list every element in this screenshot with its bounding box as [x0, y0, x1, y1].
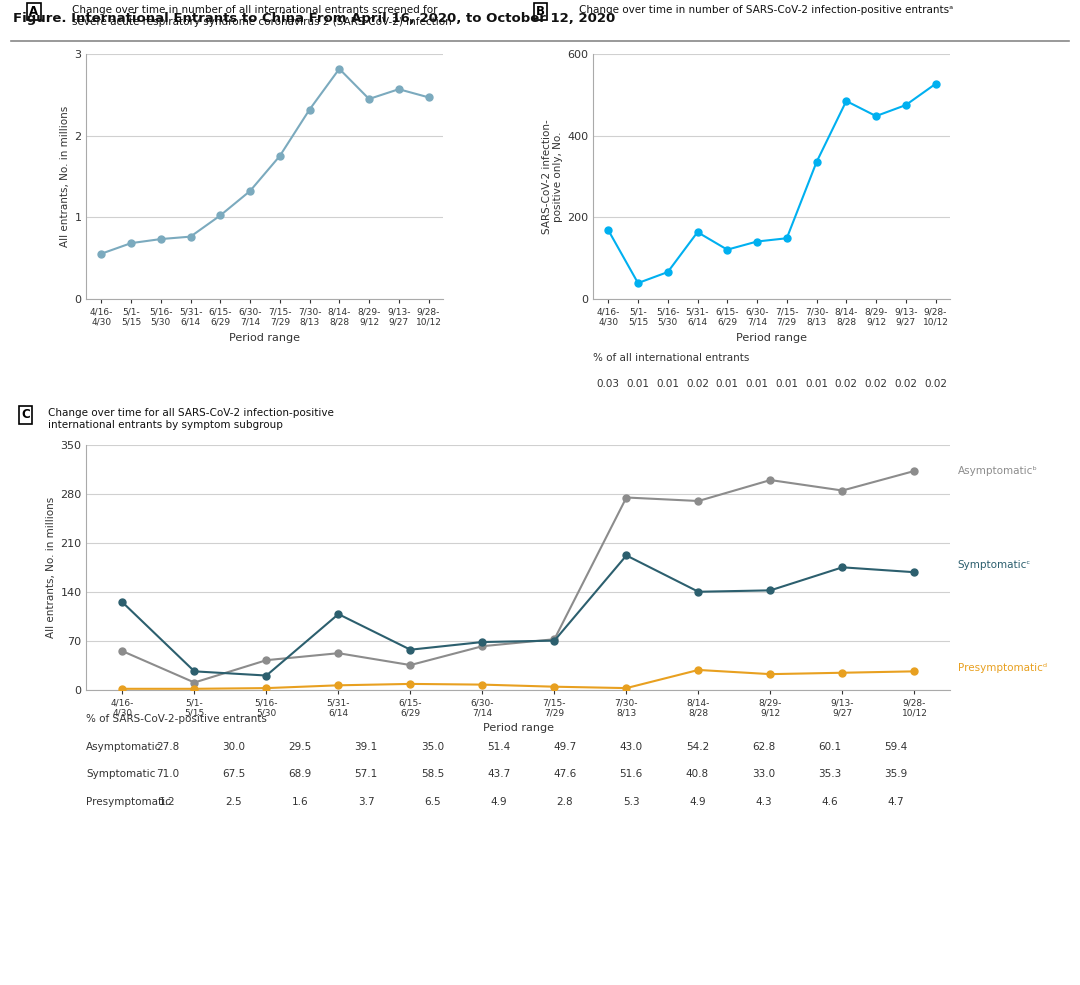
Text: 35.3: 35.3: [819, 769, 841, 779]
Text: 60.1: 60.1: [819, 742, 841, 752]
Text: 0.03: 0.03: [597, 379, 620, 389]
Text: 0.02: 0.02: [686, 379, 708, 389]
Text: 51.6: 51.6: [620, 769, 643, 779]
Text: 29.5: 29.5: [288, 742, 311, 752]
Text: 43.0: 43.0: [620, 742, 643, 752]
Text: 4.7: 4.7: [888, 797, 904, 807]
Text: Symptomaticᶜ: Symptomaticᶜ: [958, 560, 1030, 570]
Text: 62.8: 62.8: [752, 742, 775, 752]
Text: Asymptomatic: Asymptomatic: [86, 742, 162, 752]
Text: Symptomatic: Symptomatic: [86, 769, 156, 779]
Text: 6.5: 6.5: [424, 797, 441, 807]
Text: 1.6: 1.6: [292, 797, 308, 807]
Text: 4.9: 4.9: [689, 797, 705, 807]
Text: 0.02: 0.02: [894, 379, 917, 389]
Text: 0.01: 0.01: [745, 379, 769, 389]
Text: 68.9: 68.9: [288, 769, 311, 779]
X-axis label: Period range: Period range: [483, 724, 554, 734]
Text: 49.7: 49.7: [553, 742, 577, 752]
Text: 5.3: 5.3: [623, 797, 639, 807]
Text: 51.4: 51.4: [487, 742, 510, 752]
Text: 35.9: 35.9: [885, 769, 907, 779]
Text: 58.5: 58.5: [421, 769, 444, 779]
X-axis label: Period range: Period range: [737, 333, 808, 343]
Y-axis label: All entrants, No. in millions: All entrants, No. in millions: [46, 496, 56, 638]
Text: 57.1: 57.1: [354, 769, 378, 779]
Text: 0.01: 0.01: [626, 379, 649, 389]
Text: 0.02: 0.02: [924, 379, 947, 389]
Text: 1.2: 1.2: [159, 797, 176, 807]
Text: 35.0: 35.0: [421, 742, 444, 752]
Text: 3.7: 3.7: [357, 797, 375, 807]
Text: 0.01: 0.01: [657, 379, 679, 389]
Text: 43.7: 43.7: [487, 769, 510, 779]
Text: 0.01: 0.01: [805, 379, 828, 389]
Text: 4.3: 4.3: [755, 797, 772, 807]
Text: 54.2: 54.2: [686, 742, 708, 752]
Text: % of all international entrants: % of all international entrants: [593, 353, 750, 362]
Text: Asymptomaticᵇ: Asymptomaticᵇ: [958, 466, 1038, 476]
Text: 4.9: 4.9: [490, 797, 507, 807]
Text: 0.02: 0.02: [864, 379, 888, 389]
Text: B: B: [537, 5, 545, 19]
Y-axis label: All entrants, No. in millions: All entrants, No. in millions: [60, 105, 70, 247]
Text: Presymptomaticᵈ: Presymptomaticᵈ: [958, 663, 1047, 673]
Text: C: C: [22, 409, 30, 422]
Text: 40.8: 40.8: [686, 769, 708, 779]
Text: 2.5: 2.5: [226, 797, 242, 807]
X-axis label: Period range: Period range: [229, 333, 300, 343]
Text: Change over time in number of all international entrants screened for
severe acu: Change over time in number of all intern…: [72, 5, 451, 27]
Text: Figure. International Entrants to China From April 16, 2020, to October 12, 2020: Figure. International Entrants to China …: [13, 12, 616, 25]
Text: 33.0: 33.0: [752, 769, 775, 779]
Text: 0.01: 0.01: [775, 379, 798, 389]
Text: 71.0: 71.0: [156, 769, 179, 779]
Text: 27.8: 27.8: [156, 742, 179, 752]
Text: 2.8: 2.8: [556, 797, 573, 807]
Text: 67.5: 67.5: [222, 769, 245, 779]
Text: 30.0: 30.0: [222, 742, 245, 752]
Text: 59.4: 59.4: [885, 742, 907, 752]
Text: 0.02: 0.02: [835, 379, 858, 389]
Text: Presymptomatic: Presymptomatic: [86, 797, 172, 807]
Text: % of SARS-CoV-2-positive entrants: % of SARS-CoV-2-positive entrants: [86, 714, 267, 724]
Text: Change over time for all SARS-CoV-2 infection-positive
international entrants by: Change over time for all SARS-CoV-2 infe…: [48, 409, 334, 430]
Y-axis label: SARS-CoV-2 infection-
positive only, No.: SARS-CoV-2 infection- positive only, No.: [542, 119, 564, 233]
Text: 47.6: 47.6: [553, 769, 577, 779]
Text: Change over time in number of SARS-CoV-2 infection-positive entrantsᵃ: Change over time in number of SARS-CoV-2…: [579, 5, 954, 16]
Text: 0.01: 0.01: [716, 379, 739, 389]
Text: 39.1: 39.1: [354, 742, 378, 752]
Text: 4.6: 4.6: [822, 797, 838, 807]
Text: A: A: [29, 5, 39, 19]
